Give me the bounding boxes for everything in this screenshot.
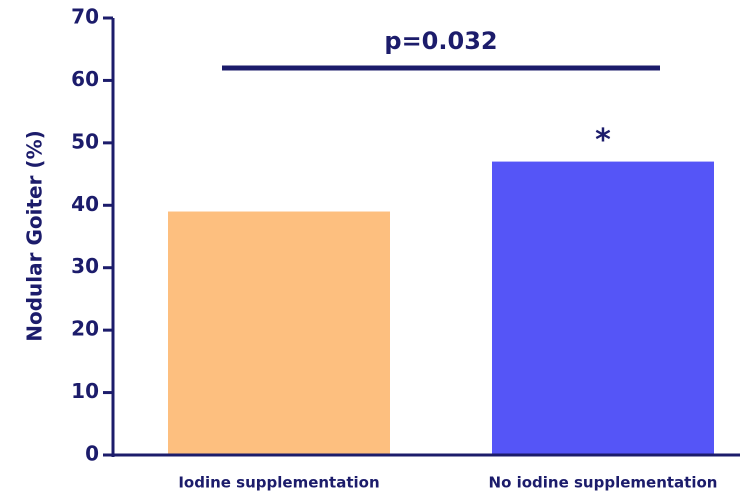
y-tick-label: 30 bbox=[71, 254, 99, 278]
y-tick-label: 20 bbox=[71, 317, 99, 341]
y-tick-label: 10 bbox=[71, 379, 99, 403]
x-tick-label: Iodine supplementation bbox=[178, 474, 379, 492]
y-tick-label: 0 bbox=[85, 442, 99, 466]
bar bbox=[492, 161, 714, 456]
x-tick-label: No iodine supplementation bbox=[489, 474, 718, 492]
bar bbox=[168, 211, 390, 455]
y-tick-label: 50 bbox=[71, 129, 99, 153]
y-tick-label: 60 bbox=[71, 67, 99, 91]
p-value: p=0.032 bbox=[384, 27, 497, 55]
y-tick-label: 40 bbox=[71, 192, 99, 216]
y-axis-label: Nodular Goiter (%) bbox=[23, 130, 47, 342]
significance-marker: * bbox=[595, 123, 611, 158]
y-tick-label: 70 bbox=[71, 5, 99, 29]
